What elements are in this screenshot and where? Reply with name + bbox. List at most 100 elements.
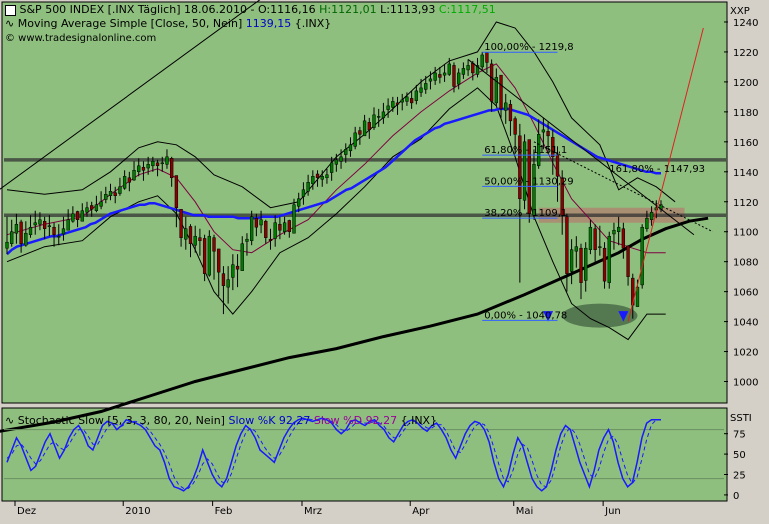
stochastic-lines	[4, 417, 724, 492]
sma-legend-suffix: {.INX}	[291, 17, 332, 30]
candle-body	[461, 68, 466, 75]
stoch-legend-suffix: {.INX}	[397, 414, 438, 427]
candle-body	[132, 170, 136, 181]
y-tick-label: 1220	[733, 48, 758, 59]
y-tick-label: 1000	[733, 378, 758, 389]
bollinger-middle	[6, 63, 666, 254]
y-tick-label: 1040	[733, 318, 758, 329]
candle-body	[193, 235, 197, 246]
candle-body	[207, 235, 211, 276]
candle-body	[226, 279, 230, 288]
candle-body	[475, 65, 480, 75]
candle-body	[494, 77, 498, 104]
trendlines	[0, 0, 713, 322]
candle-body	[325, 174, 329, 179]
candle-body	[602, 247, 607, 282]
candle-body	[537, 134, 541, 167]
candle-body	[174, 175, 179, 208]
stoch-k-line	[6, 417, 661, 492]
candle-body	[184, 228, 188, 240]
candle-body	[334, 159, 339, 165]
copyright-line: © www.tradesignalonline.com	[5, 33, 157, 44]
candle-body	[480, 54, 484, 68]
candle-body	[428, 78, 433, 82]
cup-shading	[562, 303, 638, 328]
candle-body	[287, 220, 291, 232]
y-tick-label: 1080	[733, 258, 758, 269]
candle-body	[127, 177, 131, 183]
stoch-d-line	[6, 418, 661, 489]
candle-body	[99, 201, 103, 207]
line-indicator-icon: ∿	[5, 17, 15, 30]
candle-body	[141, 167, 146, 171]
candle-body	[52, 226, 56, 235]
candle-body	[358, 130, 362, 135]
candle-body	[240, 243, 244, 271]
line-indicator-icon: ∿	[5, 414, 15, 427]
candle-body	[551, 137, 555, 158]
candle-body	[250, 216, 254, 241]
candle-body	[268, 238, 273, 241]
candle-body	[273, 222, 277, 239]
stoch-tick-label: 50	[733, 450, 746, 461]
candle-body	[212, 237, 216, 252]
stoch-tick-label: 25	[733, 471, 746, 482]
candle-body	[301, 189, 306, 197]
candle-body	[320, 176, 324, 180]
x-tick-label: Apr	[412, 506, 430, 517]
candle-body	[527, 139, 531, 214]
y-tick-label: 1200	[733, 78, 758, 89]
candle-body	[85, 207, 89, 213]
y-tick-label: 1140	[733, 168, 758, 179]
candle-body	[90, 205, 94, 210]
candle-body	[278, 223, 282, 231]
price-panel[interactable]	[1, 1, 728, 404]
candle-body	[645, 217, 649, 229]
stoch-tick-label: 0	[733, 491, 739, 502]
trendline	[533, 141, 713, 233]
x-tick-label: 2010	[125, 506, 150, 517]
y-tick-label: 1020	[733, 348, 758, 359]
bollinger-lower	[6, 87, 666, 341]
trendline	[467, 59, 695, 236]
sma-legend-value: 1139,15	[245, 17, 292, 30]
candle-body	[555, 154, 560, 177]
y-tick-label: 1160	[733, 138, 758, 149]
candle-body	[612, 229, 616, 235]
bottom-marker	[543, 311, 554, 322]
x-tick-label: Mai	[516, 506, 534, 517]
candle-body	[118, 186, 122, 194]
candle-body	[626, 245, 630, 277]
candle-body	[348, 144, 353, 152]
candle-body	[471, 62, 475, 74]
moving-averages	[0, 107, 709, 433]
price-axis: 1000 1020 1040 1060 1080 1100 1120 1140 1160 1180…	[724, 6, 758, 389]
x-tick-label: Dez	[17, 506, 36, 517]
candle-body	[61, 228, 66, 235]
candle-body	[188, 226, 193, 244]
candle-body	[71, 213, 75, 222]
candle-body	[386, 105, 390, 110]
candle-body	[616, 226, 621, 232]
candle-body	[649, 211, 654, 220]
candle-body	[108, 191, 113, 197]
time-axis: Dez 2010 Feb Mrz Apr Mai Jun	[14, 501, 621, 517]
candle-body	[202, 238, 207, 274]
candle-body	[306, 182, 310, 192]
candle-body	[518, 135, 522, 200]
stochastic-panel[interactable]	[1, 407, 728, 502]
candle-body	[104, 194, 108, 200]
candle-body	[245, 238, 249, 242]
candle-body	[607, 235, 611, 283]
candle-body	[438, 74, 442, 78]
bottom-marker	[618, 311, 629, 322]
candle-body	[621, 228, 626, 249]
y-tick-label: 1100	[733, 228, 758, 239]
candle-body	[170, 158, 174, 179]
candle-body	[522, 141, 527, 201]
y-tick-label: 1120	[733, 198, 758, 209]
candle-body	[541, 129, 546, 133]
candle-body	[574, 246, 578, 252]
candle-body	[395, 102, 400, 105]
